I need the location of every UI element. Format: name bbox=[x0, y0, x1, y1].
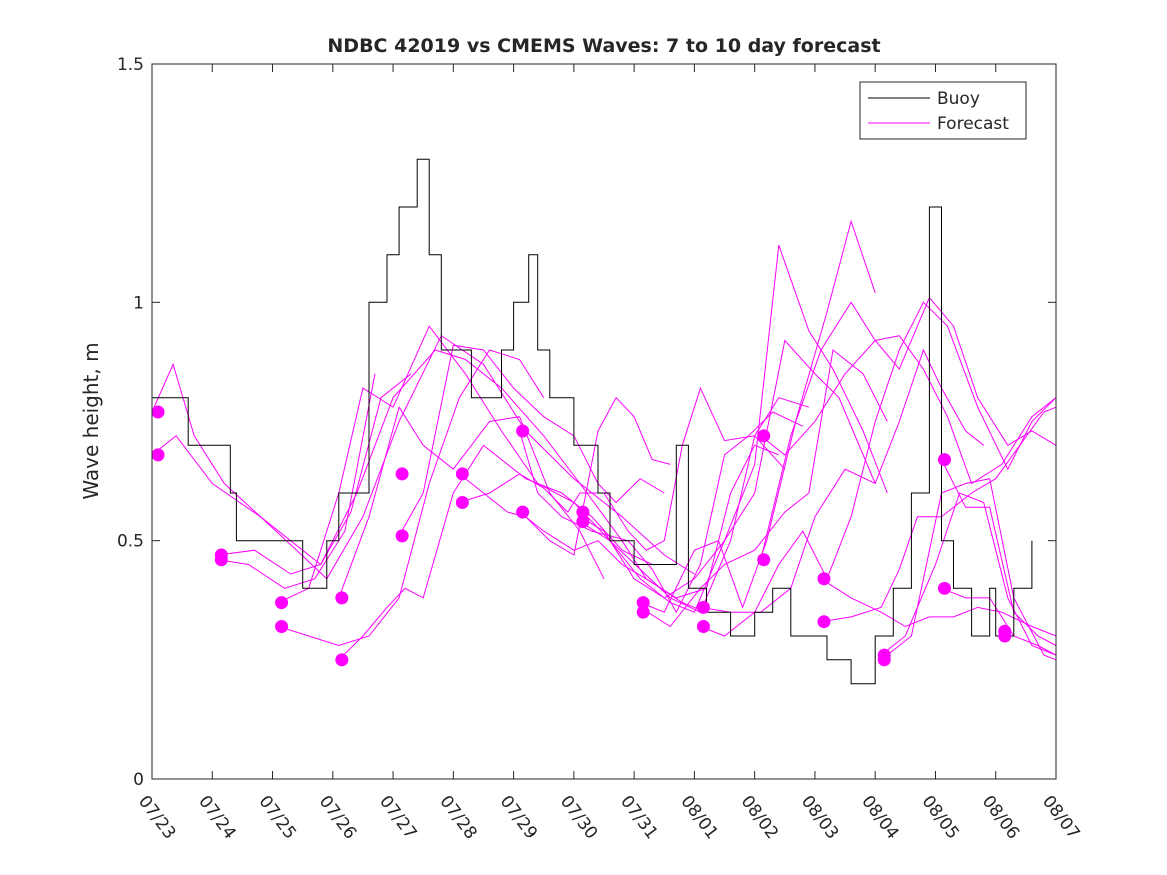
forecast-line bbox=[278, 349, 545, 647]
forecast-marker bbox=[938, 453, 952, 467]
forecast-marker bbox=[151, 405, 165, 419]
forecast-marker bbox=[817, 615, 831, 629]
forecast-marker bbox=[275, 619, 289, 633]
forecast-marker bbox=[151, 448, 165, 462]
forecast-marker bbox=[516, 505, 530, 519]
forecast-line bbox=[338, 444, 653, 661]
y-tick-label: 1 bbox=[133, 293, 144, 313]
forecast-marker bbox=[636, 605, 650, 619]
legend-label-buoy: Buoy bbox=[937, 89, 980, 109]
forecast-marker bbox=[636, 596, 650, 610]
chart-title: NDBC 42019 vs CMEMS Waves: 7 to 10 day f… bbox=[327, 35, 880, 57]
y-tick-label: 1.5 bbox=[117, 55, 144, 75]
forecast-line bbox=[338, 405, 605, 599]
legend-box bbox=[859, 81, 1027, 140]
y-axis: 0 0.5 1 1.5 bbox=[117, 55, 1056, 790]
forecast-marker bbox=[455, 496, 469, 510]
forecast-marker bbox=[696, 600, 710, 614]
forecast-line bbox=[519, 444, 779, 599]
forecast-marker bbox=[757, 553, 771, 567]
forecast-line bbox=[459, 396, 671, 556]
forecast-marker bbox=[516, 424, 530, 438]
forecast-marker bbox=[335, 653, 349, 667]
plot-frame bbox=[151, 63, 1057, 780]
forecast-marker bbox=[938, 581, 952, 595]
forecast-line bbox=[151, 349, 707, 613]
forecast-line bbox=[760, 335, 1057, 485]
forecast-line bbox=[941, 587, 1057, 656]
forecast-line bbox=[579, 339, 876, 613]
forecast-line bbox=[519, 411, 804, 614]
buoy-line bbox=[152, 158, 1033, 685]
forecast-line bbox=[639, 349, 888, 628]
forecast-marker bbox=[877, 653, 891, 667]
y-axis-label: Wave height, m bbox=[79, 342, 103, 499]
forecast-line bbox=[700, 301, 1057, 637]
forecast-line bbox=[278, 325, 810, 613]
forecast-marker bbox=[335, 591, 349, 605]
forecast-line bbox=[760, 296, 1057, 560]
plot-area bbox=[151, 158, 1057, 685]
forecast-line bbox=[398, 344, 665, 537]
y-tick-label: 0 bbox=[133, 770, 144, 790]
forecast-marker bbox=[998, 629, 1012, 643]
forecast-marker bbox=[395, 467, 409, 481]
forecast-marker bbox=[696, 619, 710, 633]
forecast-marker bbox=[455, 467, 469, 481]
forecast-line bbox=[218, 373, 376, 589]
forecast-marker bbox=[395, 529, 409, 543]
forecast-line bbox=[820, 578, 1057, 637]
forecast-marker bbox=[817, 572, 831, 586]
forecast-line bbox=[941, 459, 1057, 646]
forecast-marker bbox=[576, 515, 590, 529]
forecast-line bbox=[640, 219, 876, 613]
forecast-marker bbox=[275, 596, 289, 610]
legend: Buoy Forecast bbox=[859, 81, 1027, 140]
legend-label-forecast: Forecast bbox=[937, 114, 1009, 134]
forecast-marker bbox=[576, 505, 590, 519]
forecast-line bbox=[151, 334, 695, 580]
forecast-marker bbox=[214, 553, 228, 567]
forecast-line bbox=[579, 244, 888, 599]
forecast-marker bbox=[757, 429, 771, 443]
forecast-line bbox=[880, 492, 1057, 656]
forecast-line bbox=[459, 386, 786, 551]
y-tick-label: 0.5 bbox=[117, 532, 144, 552]
forecast-line bbox=[218, 373, 412, 575]
